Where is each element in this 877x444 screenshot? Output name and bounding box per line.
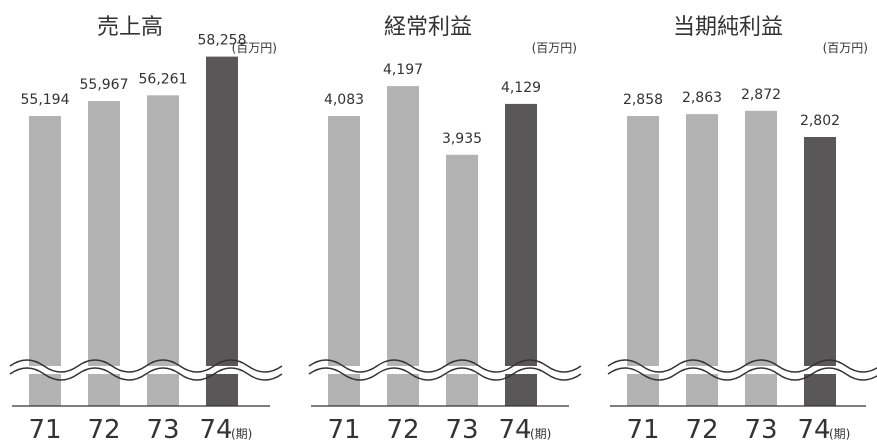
bar: [745, 110, 777, 407]
data-label: 2,872: [741, 87, 781, 103]
chart-title: 売上高: [97, 15, 163, 40]
x-tick-label: 73: [146, 415, 179, 440]
bar: [88, 101, 120, 406]
axis-break-wave: [607, 359, 877, 373]
data-label: 4,129: [501, 80, 541, 96]
period-suffix: (期): [829, 427, 850, 440]
chart-1: 売上高 (百万円) 55,194 71 55,967 72 56,261 73 58,258 74…: [9, 15, 283, 444]
bar: [446, 154, 478, 406]
data-label: 55,194: [21, 92, 70, 108]
bar: [147, 95, 179, 407]
axis-break-wave: [9, 367, 283, 381]
axis-break-gap: [309, 366, 571, 374]
axis-break-wave: [9, 359, 283, 373]
unit-label: (百万円): [232, 41, 277, 55]
x-tick-label: 72: [685, 415, 718, 440]
bar: [387, 86, 419, 406]
bar: [29, 116, 61, 406]
x-tick-label: 74: [498, 415, 531, 440]
x-tick-label: 71: [28, 415, 61, 440]
bar: [206, 56, 238, 406]
bar: [627, 116, 659, 406]
chart-3: 当期純利益 (百万円) 2,858 71 2,863 72 2,872 73 2,802 74(期…: [607, 15, 877, 444]
period-suffix: (期): [231, 427, 252, 440]
bar: [505, 103, 537, 407]
x-tick-label: 73: [445, 415, 478, 440]
x-tick-label: 71: [327, 415, 360, 440]
x-tick-label: 72: [87, 415, 120, 440]
x-tick-label: 71: [626, 415, 659, 440]
data-label: 58,258: [198, 33, 247, 49]
chart-2: 経常利益 (百万円) 4,083 71 4,197 72 3,935 73 4,129 74(期): [308, 15, 582, 444]
bar: [686, 114, 718, 406]
x-tick-label: 72: [386, 415, 419, 440]
data-label: 3,935: [442, 131, 482, 147]
unit-label: (百万円): [532, 41, 577, 55]
bar: [804, 137, 836, 406]
period-suffix: (期): [530, 427, 551, 440]
axis-break-wave: [607, 367, 877, 381]
data-label: 4,197: [383, 62, 423, 78]
bar: [328, 116, 360, 406]
x-tick-label: 73: [744, 415, 777, 440]
data-label: 2,863: [682, 90, 722, 106]
axis-break-wave: [308, 367, 582, 381]
data-label: 2,858: [623, 92, 663, 108]
axis-break-wave: [308, 359, 582, 373]
data-label: 55,967: [80, 77, 129, 93]
axis-break-gap: [10, 366, 272, 374]
unit-label: (百万円): [823, 41, 868, 55]
data-label: 56,261: [139, 71, 188, 87]
data-label: 4,083: [324, 92, 364, 108]
chart-title: 経常利益: [384, 15, 472, 40]
x-tick-label: 74: [797, 415, 830, 440]
data-label: 2,802: [800, 113, 840, 129]
x-tick-label: 74: [199, 415, 232, 440]
chart-title: 当期純利益: [673, 15, 783, 40]
